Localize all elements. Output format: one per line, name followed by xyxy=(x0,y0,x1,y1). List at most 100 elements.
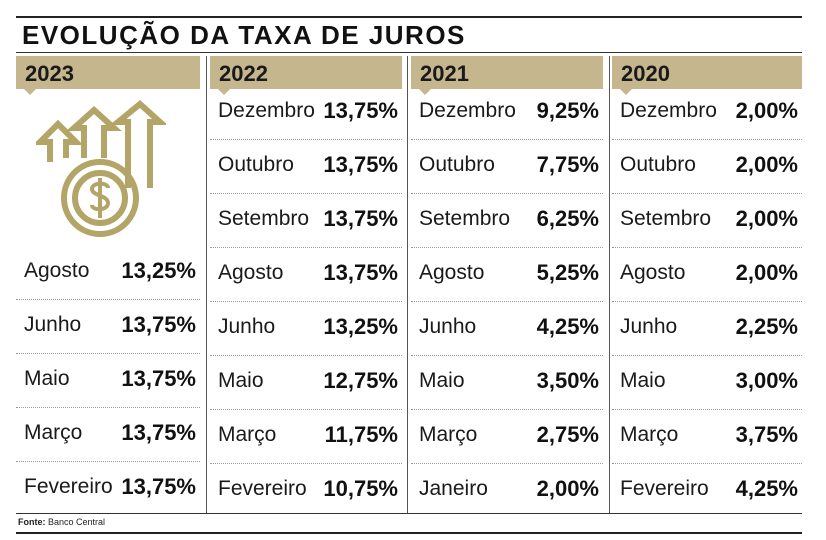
table-row: Junho 13,75% xyxy=(16,300,200,354)
table-row: Outubro 2,00% xyxy=(612,140,802,194)
page-title: EVOLUÇÃO DA TAXA DE JUROS xyxy=(22,20,466,50)
table-row: Março 13,75% xyxy=(16,408,200,462)
table-row: Agosto 13,25% xyxy=(16,246,200,300)
table-row: Maio 3,00% xyxy=(612,356,802,410)
year-label: 2021 xyxy=(420,61,469,86)
year-header: 2022 xyxy=(210,56,402,95)
month-label: Agosto xyxy=(620,261,686,284)
table-row: Setembro 6,25% xyxy=(411,194,603,248)
header-notch xyxy=(218,89,230,95)
column-separator xyxy=(609,56,610,513)
column-separator xyxy=(206,56,207,513)
month-label: Outubro xyxy=(419,153,495,176)
rate-value: 10,75% xyxy=(323,476,398,501)
month-label: Setembro xyxy=(419,207,511,230)
rate-value: 11,75% xyxy=(324,422,398,447)
header-notch xyxy=(419,89,431,95)
rate-value: 13,25% xyxy=(323,314,398,339)
month-label: Maio xyxy=(24,367,70,390)
source-note: Fonte: Banco Central xyxy=(18,517,105,527)
month-label: Maio xyxy=(620,369,666,392)
rate-value: 13,75% xyxy=(121,312,196,337)
table-row: Janeiro 2,00% xyxy=(411,464,603,517)
table-row: Agosto 2,00% xyxy=(612,248,802,302)
rate-value: 2,00% xyxy=(735,260,798,285)
rate-value: 5,25% xyxy=(536,260,599,285)
rate-value: 2,25% xyxy=(735,314,798,339)
table-row: Setembro 13,75% xyxy=(210,194,402,248)
table-row: Dezembro 9,25% xyxy=(411,86,603,140)
month-label: Janeiro xyxy=(419,477,488,500)
year-header: 2020 xyxy=(612,56,802,95)
table-row: Maio 12,75% xyxy=(210,356,402,410)
month-label: Dezembro xyxy=(620,99,717,122)
month-label: Agosto xyxy=(419,261,485,284)
table-row: Maio 13,75% xyxy=(16,354,200,408)
table-row: Outubro 7,75% xyxy=(411,140,603,194)
bottom-rule xyxy=(16,513,802,514)
month-label: Fevereiro xyxy=(218,477,307,500)
month-label: Março xyxy=(620,423,679,446)
month-label: Dezembro xyxy=(218,99,315,122)
month-label: Setembro xyxy=(620,207,712,230)
month-label: Junho xyxy=(620,315,678,338)
year-header: 2023 xyxy=(16,56,200,95)
rate-value: 9,25% xyxy=(536,98,599,123)
rate-value: 4,25% xyxy=(735,476,798,501)
month-label: Junho xyxy=(24,313,82,336)
rate-value: 3,00% xyxy=(735,368,798,393)
month-label: Fevereiro xyxy=(620,477,709,500)
rate-value: 13,25% xyxy=(121,258,196,283)
month-label: Maio xyxy=(218,369,264,392)
table-row: Fevereiro 10,75% xyxy=(210,464,402,517)
table-row: Outubro 13,75% xyxy=(210,140,402,194)
rate-value: 13,75% xyxy=(121,420,196,445)
table-row: Maio 3,50% xyxy=(411,356,603,410)
rate-value: 13,75% xyxy=(121,474,196,499)
source-label: Fonte: xyxy=(18,517,46,527)
column-separator xyxy=(407,56,408,513)
table-row: Junho 13,25% xyxy=(210,302,402,356)
month-label: Agosto xyxy=(218,261,284,284)
table-row: Março 11,75% xyxy=(210,410,402,464)
rate-value: 13,75% xyxy=(121,366,196,391)
table-row: Agosto 5,25% xyxy=(411,248,603,302)
footer-rule xyxy=(16,532,802,534)
rate-value: 2,75% xyxy=(536,422,599,447)
month-label: Fevereiro xyxy=(24,475,113,498)
year-header: 2021 xyxy=(411,56,603,95)
month-label: Junho xyxy=(419,315,477,338)
table-row: Fevereiro 4,25% xyxy=(612,464,802,517)
table-row: Dezembro 2,00% xyxy=(612,86,802,140)
month-label: Março xyxy=(218,423,277,446)
table-row: Março 2,75% xyxy=(411,410,603,464)
month-label: Outubro xyxy=(620,153,696,176)
year-label: 2020 xyxy=(621,61,670,86)
source-value: Banco Central xyxy=(48,517,106,527)
rate-value: 13,75% xyxy=(323,152,398,177)
rate-value: 2,00% xyxy=(735,98,798,123)
rate-value: 2,00% xyxy=(735,152,798,177)
rate-value: 13,75% xyxy=(323,98,398,123)
month-label: Outubro xyxy=(218,153,294,176)
title-rule xyxy=(16,52,802,53)
year-label: 2023 xyxy=(25,61,74,86)
table-row: Setembro 2,00% xyxy=(612,194,802,248)
table-row: Agosto 13,75% xyxy=(210,248,402,302)
top-rule xyxy=(16,16,802,18)
month-label: Março xyxy=(419,423,478,446)
rate-value: 2,00% xyxy=(536,476,599,501)
table-row: Dezembro 13,75% xyxy=(210,86,402,140)
month-label: Setembro xyxy=(218,207,310,230)
rate-value: 13,75% xyxy=(323,206,398,231)
table-row: Fevereiro 13,75% xyxy=(16,462,200,515)
month-label: Junho xyxy=(218,315,276,338)
rate-value: 13,75% xyxy=(323,260,398,285)
rate-value: 4,25% xyxy=(536,314,599,339)
rate-value: 2,00% xyxy=(735,206,798,231)
header-notch xyxy=(24,89,36,95)
month-label: Agosto xyxy=(24,259,90,282)
rate-value: 6,25% xyxy=(536,206,599,231)
table-row: Junho 2,25% xyxy=(612,302,802,356)
month-label: Março xyxy=(24,421,83,444)
